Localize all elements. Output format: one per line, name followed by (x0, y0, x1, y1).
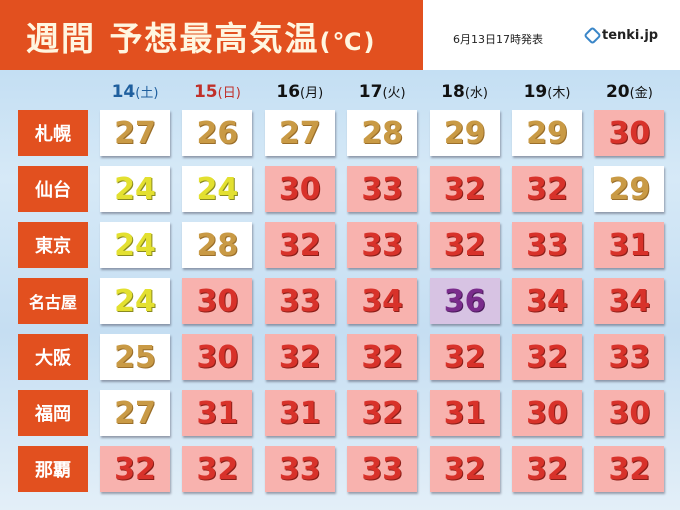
day-date: 20 (605, 82, 630, 102)
temperature-cell: 31 (594, 222, 665, 268)
temperature-cell: 33 (512, 222, 582, 268)
temperature-cell: 31 (264, 390, 335, 436)
temperature-cell: 32 (512, 166, 582, 212)
temperature-cell: 30 (594, 110, 665, 156)
temperature-cell: 32 (429, 334, 500, 380)
temperature-cell: 26 (182, 110, 253, 156)
city-label: 那覇 (18, 446, 88, 492)
temperature-cell: 31 (429, 390, 500, 436)
day-header: 16(月) (265, 82, 335, 102)
day-header: 18(水) (430, 82, 500, 102)
temperature-cell: 29 (512, 110, 582, 156)
temperature-cell: 28 (347, 110, 418, 156)
temperature-cell: 27 (100, 110, 170, 156)
day-date: 18 (441, 82, 465, 102)
day-weekday: (水) (464, 86, 488, 101)
temperature-cell: 32 (594, 446, 665, 492)
city-label: 東京 (18, 222, 88, 268)
day-date: 17 (358, 82, 383, 102)
temperature-cell: 32 (182, 446, 253, 492)
temperature-cell: 33 (347, 166, 418, 212)
temperature-cell: 31 (182, 390, 253, 436)
temperature-cell: 33 (594, 334, 665, 380)
day-header: 15(日) (182, 82, 252, 102)
title-text: 週間 予想最高気温 (26, 19, 320, 58)
temperature-cell: 32 (429, 446, 500, 492)
day-weekday: (木) (547, 86, 571, 101)
city-label: 札幌 (18, 110, 88, 156)
temperature-cell: 32 (429, 166, 500, 212)
temperature-cell: 30 (182, 278, 253, 324)
temperature-cell: 32 (347, 334, 418, 380)
day-weekday: (金) (629, 86, 653, 101)
title-banner: 週間 予想最高気温(℃) (0, 0, 423, 70)
temperature-cell: 32 (264, 334, 335, 380)
temperature-cell: 29 (429, 110, 500, 156)
temperature-cell: 33 (347, 222, 418, 268)
day-header: 14(土) (100, 82, 170, 102)
temperature-cell: 24 (100, 222, 170, 268)
temperature-cell: 34 (347, 278, 418, 324)
city-label: 福岡 (18, 390, 88, 436)
temperature-cell: 32 (347, 390, 418, 436)
temperature-cell: 30 (512, 390, 582, 436)
temperature-cell: 32 (512, 446, 582, 492)
issued-time: 6月13日17時発表 (453, 33, 543, 46)
temperature-cell: 33 (264, 446, 335, 492)
day-weekday: (月) (300, 86, 324, 101)
city-label: 仙台 (18, 166, 88, 212)
temperature-cell: 34 (512, 278, 582, 324)
temperature-cell: 30 (182, 334, 253, 380)
day-date: 15 (193, 82, 218, 102)
tenki-logo: tenki.jp (583, 26, 659, 45)
temperature-cell: 24 (182, 166, 253, 212)
day-header: 17(火) (347, 82, 417, 102)
temperature-cell: 30 (264, 166, 335, 212)
city-label: 名古屋 (18, 278, 88, 324)
temperature-cell: 25 (100, 334, 170, 380)
temperature-cell: 34 (594, 278, 665, 324)
day-weekday: (土) (135, 86, 159, 101)
temperature-cell: 24 (100, 278, 170, 324)
temperature-cell: 28 (182, 222, 253, 268)
city-label: 大阪 (18, 334, 88, 380)
logo-text: tenki.jp (602, 28, 659, 43)
day-weekday: (火) (382, 86, 406, 101)
temperature-cell: 36 (429, 278, 500, 324)
temperature-cell: 32 (264, 222, 335, 268)
temperature-cell: 29 (594, 166, 665, 212)
temperature-cell: 27 (264, 110, 335, 156)
title-unit: (℃) (319, 28, 377, 56)
temperature-cell: 33 (347, 446, 418, 492)
day-header: 19(木) (512, 82, 582, 102)
temperature-cell: 32 (429, 222, 500, 268)
temperature-cell: 33 (264, 278, 335, 324)
temperature-cell: 27 (100, 390, 170, 436)
page-title: 週間 予想最高気温(℃) (26, 12, 377, 60)
day-date: 16 (276, 82, 301, 102)
temperature-cell: 24 (100, 166, 170, 212)
temperature-cell: 30 (594, 390, 665, 436)
day-date: 19 (523, 82, 548, 102)
day-header: 20(金) (594, 82, 664, 102)
temperature-cell: 32 (512, 334, 582, 380)
logo-icon (583, 26, 602, 45)
info-panel: 6月13日17時発表 tenki.jp (423, 0, 680, 70)
day-weekday: (日) (217, 86, 241, 101)
temperature-cell: 32 (100, 446, 170, 492)
day-date: 14 (111, 82, 136, 102)
